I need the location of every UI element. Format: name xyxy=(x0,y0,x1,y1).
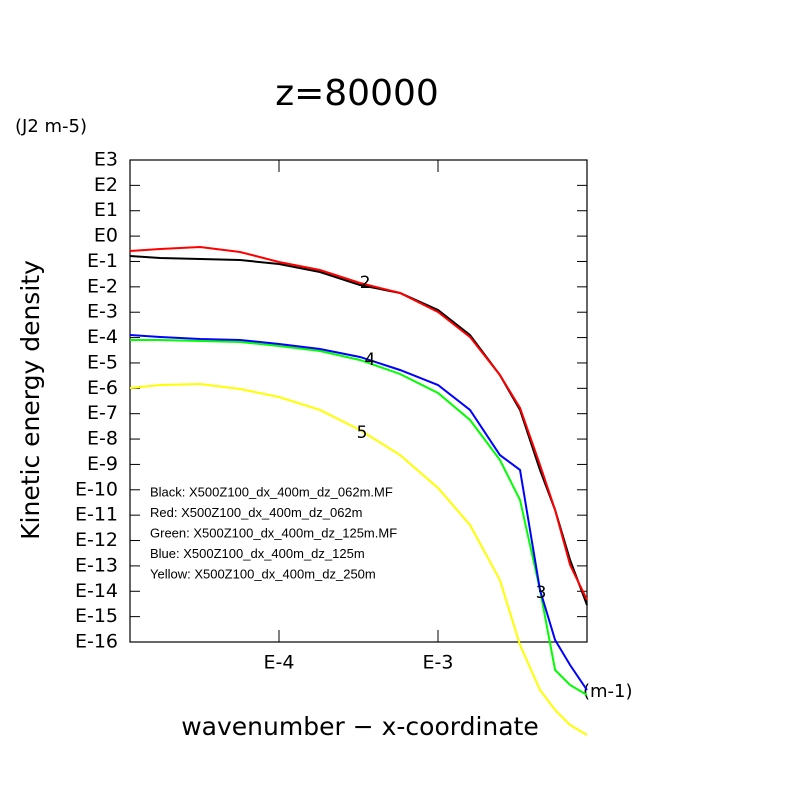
y-tick-label: E-5 xyxy=(87,351,118,373)
y-tick-label: E-7 xyxy=(87,402,118,424)
y-tick-label: E3 xyxy=(94,149,118,171)
series-line xyxy=(129,382,588,736)
legend-entry: Black: X500Z100_dx_400m_dz_062m.MF xyxy=(150,484,393,499)
y-tick-label: E-13 xyxy=(75,554,118,576)
legend-entry: Yellow: X500Z100_dx_400m_dz_250m xyxy=(150,566,376,581)
y-axis-label: Kinetic energy density xyxy=(16,260,45,540)
curve-label: 4 xyxy=(364,350,375,370)
y-tick-label: E-10 xyxy=(75,478,118,500)
y-unit: (J2 m-5) xyxy=(15,116,87,137)
legend-entry: Green: X500Z100_dx_400m_dz_125m.MF xyxy=(150,525,397,540)
plot-frame xyxy=(129,159,588,643)
y-tick-label: E-1 xyxy=(87,250,118,272)
y-tick-label: E-11 xyxy=(75,504,118,526)
curve-label: 5 xyxy=(357,423,368,443)
y-tick-label: E-2 xyxy=(87,275,118,297)
y-tick-label: E-14 xyxy=(75,580,118,602)
chart-title: z=80000 xyxy=(275,73,439,114)
x-axis-label: wavenumber − x-coordinate xyxy=(181,712,539,741)
y-tick-label: E-12 xyxy=(75,529,118,551)
legend-entry: Blue: X500Z100_dx_400m_dz_125m xyxy=(150,546,365,561)
y-tick-label: E-15 xyxy=(75,605,118,627)
series-line xyxy=(129,245,588,601)
y-tick-label: E1 xyxy=(94,199,118,221)
curve-label: 3 xyxy=(536,583,547,603)
y-tick-label: E-8 xyxy=(87,428,118,450)
x-tick-label: E-3 xyxy=(423,652,454,674)
series-line xyxy=(129,334,588,691)
y-tick-label: E0 xyxy=(94,225,118,247)
series-line xyxy=(130,338,588,696)
y-tick-label: E-3 xyxy=(87,301,118,323)
curve-label: 2 xyxy=(360,273,371,293)
legend-entry: Red: X500Z100_dx_400m_dz_062m xyxy=(150,505,362,520)
y-tick-label: E-4 xyxy=(87,326,118,348)
y-tick-label: E-6 xyxy=(87,377,118,399)
y-tick-label: E-16 xyxy=(75,631,118,653)
y-tick-label: E2 xyxy=(94,174,118,196)
x-unit: (m-1) xyxy=(583,681,633,702)
x-tick-label: E-4 xyxy=(264,652,295,674)
y-tick-label: E-9 xyxy=(87,453,118,475)
